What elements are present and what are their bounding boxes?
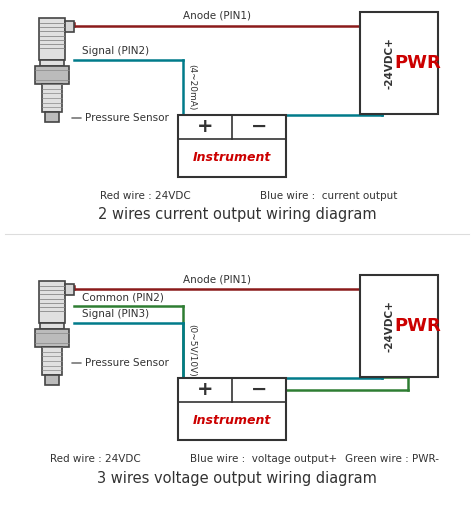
Text: −: − bbox=[251, 380, 267, 399]
Bar bbox=[178, 378, 286, 440]
Text: Red wire : 24VDC: Red wire : 24VDC bbox=[50, 454, 141, 464]
Text: Anode (PIN1): Anode (PIN1) bbox=[183, 274, 251, 284]
Text: Common (PIN2): Common (PIN2) bbox=[82, 292, 164, 302]
Text: Red wire : 24VDC: Red wire : 24VDC bbox=[100, 191, 191, 201]
Bar bbox=[35, 66, 69, 84]
Text: Signal (PIN2): Signal (PIN2) bbox=[82, 46, 149, 56]
Text: Instrument: Instrument bbox=[193, 414, 271, 427]
Bar bbox=[360, 275, 438, 377]
Bar bbox=[35, 329, 69, 347]
Bar bbox=[39, 18, 65, 60]
Bar bbox=[40, 323, 64, 329]
Text: 2 wires current output wiring diagram: 2 wires current output wiring diagram bbox=[98, 207, 376, 222]
Text: Pressure Sensor: Pressure Sensor bbox=[85, 358, 169, 368]
Text: -24VDC+: -24VDC+ bbox=[384, 37, 395, 89]
Bar bbox=[42, 84, 62, 112]
Text: Green wire : PWR-: Green wire : PWR- bbox=[345, 454, 439, 464]
Bar bbox=[39, 281, 65, 323]
Text: PWR: PWR bbox=[394, 54, 441, 72]
Bar bbox=[45, 112, 59, 122]
Bar bbox=[65, 21, 74, 32]
Bar bbox=[40, 60, 64, 66]
Text: -24VDC+: -24VDC+ bbox=[384, 300, 395, 352]
Text: +: + bbox=[197, 117, 213, 136]
Text: (4~20mA): (4~20mA) bbox=[187, 64, 196, 110]
Text: PWR: PWR bbox=[394, 317, 441, 335]
Text: 3 wires voltage output wiring diagram: 3 wires voltage output wiring diagram bbox=[97, 470, 377, 485]
Text: −: − bbox=[251, 117, 267, 136]
Text: +: + bbox=[197, 380, 213, 399]
Bar bbox=[45, 375, 59, 385]
Text: (0~5V/10V): (0~5V/10V) bbox=[187, 324, 196, 377]
Text: Instrument: Instrument bbox=[193, 151, 271, 164]
Text: Blue wire :  current output: Blue wire : current output bbox=[260, 191, 397, 201]
Text: Pressure Sensor: Pressure Sensor bbox=[85, 113, 169, 123]
Text: Anode (PIN1): Anode (PIN1) bbox=[183, 11, 251, 21]
Bar bbox=[360, 12, 438, 114]
Bar bbox=[42, 347, 62, 375]
Bar bbox=[65, 284, 74, 295]
Text: Blue wire :  voltage output+: Blue wire : voltage output+ bbox=[190, 454, 337, 464]
Text: Signal (PIN3): Signal (PIN3) bbox=[82, 309, 149, 319]
Bar bbox=[178, 115, 286, 177]
